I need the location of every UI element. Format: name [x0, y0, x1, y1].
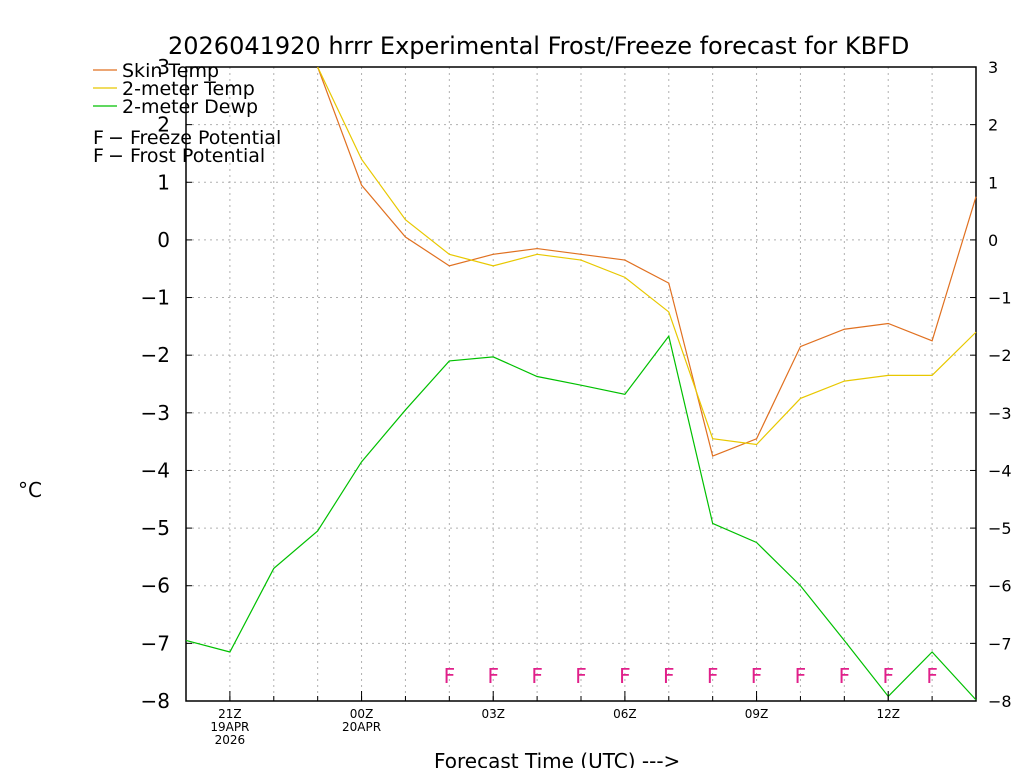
x-tick-label: 2026 [215, 733, 246, 747]
y-tick-label-right: −4 [988, 461, 1012, 480]
freeze-flag: F [444, 664, 456, 688]
freeze-flag: F [487, 664, 499, 688]
y-tick-label: −4 [141, 458, 170, 482]
freeze-flag: F [751, 664, 763, 688]
x-tick-label: 06Z [613, 707, 637, 721]
freeze-flag: F [575, 664, 587, 688]
x-tick-label: 20APR [342, 720, 381, 734]
y-tick-label: −7 [141, 631, 170, 655]
y-tick-label: −6 [141, 574, 170, 598]
series-lines [185, 66, 977, 701]
axes: 3 3 2 2 1 1 0 0 −1 −1 −2 −2 −3 −3 −4 −4 −5 −5 −6 −6 −7 −7 −8 −8… [141, 55, 1012, 747]
y-tick-label: −5 [141, 516, 170, 540]
legend-flag-symbol: F [93, 127, 104, 149]
y-tick-label-right: 3 [988, 58, 998, 77]
freeze-flag: F [531, 664, 543, 688]
legend-label: Skin Temp [122, 60, 219, 82]
y-tick-label: 2 [157, 113, 170, 137]
freeze-flag: F [663, 664, 675, 688]
legend-flag-label: − Freeze Potential [108, 127, 281, 149]
legend-flag-label: − Frost Potential [108, 145, 265, 167]
y-tick-label: 1 [157, 170, 170, 194]
chart-title: 2026041920 hrrr Experimental Frost/Freez… [168, 32, 909, 60]
freeze-flag: F [926, 664, 938, 688]
y-tick-label-right: −5 [988, 519, 1012, 538]
y-tick-label: −1 [141, 286, 170, 310]
grid [186, 67, 976, 701]
y-tick-label-right: 2 [988, 116, 998, 135]
legend-flag-symbol: F [93, 145, 104, 167]
series-line-skin-temp [317, 66, 977, 457]
y-tick-label-right: −3 [988, 404, 1012, 423]
x-tick-label: 12Z [876, 707, 900, 721]
y-tick-label-right: −1 [988, 289, 1012, 308]
freeze-flag: F [619, 664, 631, 688]
plot-frame [185, 66, 977, 702]
y-tick-label-right: −2 [988, 346, 1012, 365]
series-line-2-meter-dewp [185, 334, 977, 701]
freeze-flag: F [882, 664, 894, 688]
x-tick-label: 21Z [218, 707, 242, 721]
x-tick-label: 00Z [350, 707, 374, 721]
y-axis-label: °C [18, 478, 42, 502]
series-line-2-meter-temp [317, 66, 977, 446]
y-tick-label: 3 [157, 55, 170, 79]
x-tick-label: 03Z [481, 707, 505, 721]
x-tick-label: 19APR [210, 720, 249, 734]
legend-label: 2-meter Dewp [122, 96, 258, 118]
freeze-flag: F [795, 664, 807, 688]
x-axis-label: Forecast Time (UTC) ---> [434, 749, 680, 768]
y-tick-label-right: 1 [988, 173, 998, 192]
y-tick-label-right: −8 [988, 692, 1012, 711]
y-tick-label: −2 [141, 343, 170, 367]
y-tick-label: −3 [141, 401, 170, 425]
y-tick-label: −8 [141, 689, 170, 713]
y-tick-label-right: −6 [988, 577, 1012, 596]
freeze-flag: F [707, 664, 719, 688]
freeze-flag: F [839, 664, 851, 688]
legend-label: 2-meter Temp [122, 78, 255, 100]
y-tick-label-right: 0 [988, 231, 998, 250]
y-tick-label: 0 [157, 228, 170, 252]
y-tick-label-right: −7 [988, 634, 1012, 653]
x-tick-label: 09Z [745, 707, 769, 721]
